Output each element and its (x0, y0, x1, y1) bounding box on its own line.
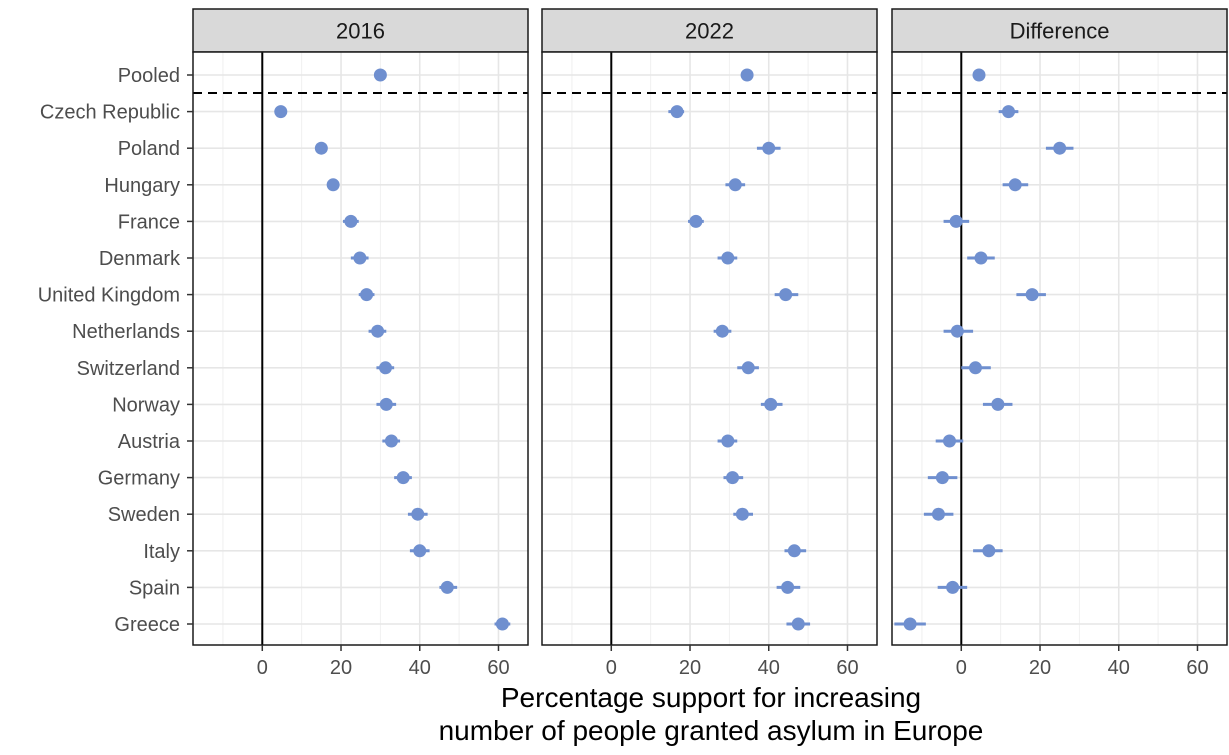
y-tick-label-poland: Poland (118, 138, 180, 160)
y-tick-label-sweden: Sweden (108, 504, 180, 526)
point-denmark (721, 251, 735, 265)
point-denmark (974, 251, 988, 265)
y-tick-label-hungary: Hungary (104, 175, 180, 197)
point-czech-republic (274, 105, 288, 119)
point-pooled (740, 68, 754, 82)
x-tick-label: 40 (409, 657, 431, 679)
point-france (949, 214, 963, 228)
point-switzerland (741, 361, 755, 375)
point-switzerland (968, 361, 982, 375)
point-sweden (735, 507, 749, 521)
point-spain (946, 580, 960, 594)
x-tick-label: 40 (758, 657, 780, 679)
point-spain (781, 580, 795, 594)
point-hungary (326, 178, 340, 192)
x-tick-label: 20 (330, 657, 352, 679)
panel-border (541, 51, 878, 646)
y-tick-label-greece: Greece (114, 614, 180, 636)
point-austria (942, 434, 956, 448)
plot-background (892, 52, 1227, 645)
y-tick-label-germany: Germany (98, 468, 180, 490)
point-italy (787, 544, 801, 558)
panel-title: Difference (1010, 19, 1110, 44)
point-united-kingdom (779, 288, 793, 302)
panel-2022: 2022 0 20 40 60 (541, 8, 878, 679)
plot-background (542, 52, 877, 645)
point-netherlands (371, 324, 385, 338)
point-hungary (728, 178, 742, 192)
point-greece (791, 617, 805, 631)
point-poland (1053, 141, 1067, 155)
point-sweden (411, 507, 425, 521)
point-czech-republic (1002, 105, 1016, 119)
point-italy (982, 544, 996, 558)
point-united-kingdom (360, 288, 374, 302)
x-tick-label: 0 (257, 657, 268, 679)
point-germany (726, 471, 740, 485)
y-tick-label-spain: Spain (129, 577, 180, 599)
point-norway (991, 397, 1005, 411)
point-hungary (1008, 178, 1022, 192)
point-france (689, 214, 703, 228)
y-tick-label-switzerland: Switzerland (77, 358, 180, 380)
y-tick-label-czech-republic: Czech Republic (40, 102, 180, 124)
point-germany (396, 471, 410, 485)
panel-title: 2022 (685, 19, 734, 44)
point-sweden (931, 507, 945, 521)
point-pooled (373, 68, 387, 82)
x-tick-label: 20 (679, 657, 701, 679)
point-greece (903, 617, 917, 631)
point-czech-republic (670, 105, 684, 119)
x-tick-label: 60 (836, 657, 858, 679)
x-axis-label-line-1: Percentage support for increasing (501, 682, 921, 713)
panel-2016: 2016 0 20 40 60 (192, 8, 529, 679)
point-pooled (972, 68, 986, 82)
x-tick-label: 0 (606, 657, 617, 679)
panel-title: 2016 (336, 19, 385, 44)
point-netherlands (715, 324, 729, 338)
point-france (344, 214, 358, 228)
y-tick-label-pooled: Pooled (118, 65, 180, 87)
point-poland (762, 141, 776, 155)
point-poland (314, 141, 328, 155)
x-tick-label: 40 (1108, 657, 1130, 679)
point-italy (413, 544, 427, 558)
point-denmark (353, 251, 367, 265)
point-united-kingdom (1025, 288, 1039, 302)
panel-strip (541, 8, 878, 53)
x-axis-label-line-2: number of people granted asylum in Europ… (439, 715, 984, 746)
point-austria (384, 434, 398, 448)
point-netherlands (950, 324, 964, 338)
y-tick-label-denmark: Denmark (99, 248, 181, 270)
y-tick-label-netherlands: Netherlands (72, 321, 180, 343)
point-spain (440, 580, 454, 594)
x-tick-label: 20 (1029, 657, 1051, 679)
y-tick-label-united-kingdom: United Kingdom (38, 285, 180, 307)
point-greece (495, 617, 509, 631)
panel-border (891, 51, 1228, 646)
x-tick-label: 60 (487, 657, 509, 679)
point-switzerland (378, 361, 392, 375)
point-germany (935, 471, 949, 485)
panel-difference: Difference 0 20 40 60 (891, 8, 1228, 679)
point-norway (379, 397, 393, 411)
y-tick-label-austria: Austria (118, 431, 181, 453)
point-austria (721, 434, 735, 448)
y-tick-label-france: France (118, 211, 180, 233)
x-tick-label: 60 (1186, 657, 1208, 679)
y-tick-label-norway: Norway (112, 394, 180, 416)
point-norway (764, 397, 778, 411)
y-tick-label-italy: Italy (143, 541, 180, 563)
panel-border (192, 51, 529, 646)
x-tick-label: 0 (956, 657, 967, 679)
plot-background (193, 52, 528, 645)
panel-strip (192, 8, 529, 53)
